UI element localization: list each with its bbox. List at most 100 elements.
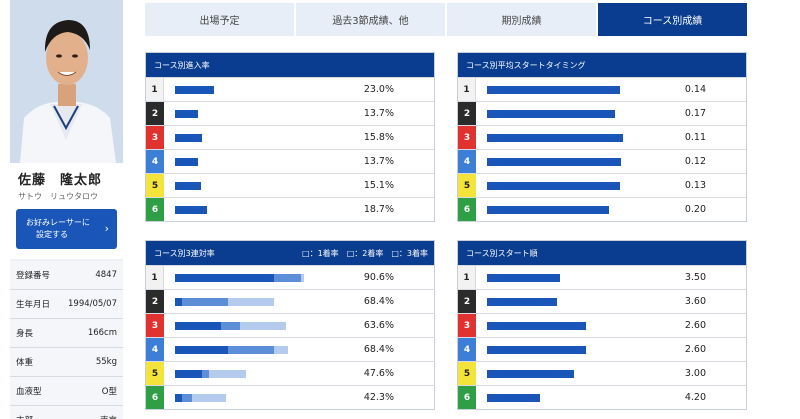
bar bbox=[175, 158, 198, 166]
info-row-blood-type: 血液型 O型 bbox=[10, 377, 123, 406]
info-row-reg-number: 登録番号 4847 bbox=[10, 261, 123, 290]
lane-number: 3 bbox=[458, 126, 476, 149]
row-value: 13.7% bbox=[363, 156, 394, 167]
lane-number: 6 bbox=[458, 386, 476, 409]
bar-track bbox=[487, 206, 657, 214]
bar bbox=[175, 86, 214, 94]
row-value: 3.00 bbox=[684, 368, 706, 379]
panel-header: コース別3連対率 □：1着率 □：2着率 □：3着率 bbox=[146, 241, 434, 265]
row-value: 18.7% bbox=[363, 204, 394, 215]
bar bbox=[487, 206, 609, 214]
bar-track bbox=[175, 370, 345, 378]
row-value: 4.20 bbox=[684, 392, 706, 403]
bar-track bbox=[487, 394, 657, 402]
bar bbox=[487, 182, 620, 190]
info-row-branch: 支部東京 bbox=[10, 406, 123, 419]
bar-third bbox=[301, 274, 304, 282]
row-value: 68.4% bbox=[363, 296, 394, 307]
bar-track bbox=[487, 298, 657, 306]
favorite-button-line2: 設定する bbox=[36, 230, 68, 239]
tab-term-results[interactable]: 期別成績 bbox=[447, 3, 596, 36]
bar-track bbox=[175, 322, 345, 330]
bar bbox=[175, 134, 202, 142]
table-row: 1 0.14 bbox=[458, 77, 746, 101]
bar-track bbox=[487, 182, 657, 190]
table-row: 5 3.00 bbox=[458, 361, 746, 385]
tab-course-results[interactable]: コース別成績 bbox=[598, 3, 747, 36]
bar-first bbox=[175, 346, 228, 354]
lane-number: 2 bbox=[146, 290, 164, 313]
row-value: 23.0% bbox=[363, 84, 394, 95]
bar-track bbox=[175, 206, 345, 214]
tab-schedule[interactable]: 出場予定 bbox=[145, 3, 294, 36]
favorite-racer-button[interactable]: お好みレーサーに 設定する › bbox=[16, 209, 117, 249]
table-row: 4 13.7% bbox=[146, 149, 434, 173]
bar bbox=[487, 86, 620, 94]
table-row: 3 2.60 bbox=[458, 313, 746, 337]
lane-number: 5 bbox=[146, 174, 164, 197]
lane-number: 3 bbox=[458, 314, 476, 337]
racer-profile: 佐藤 隆太郎 サトウ リュウタロウ お好みレーサーに 設定する › 登録番号 48… bbox=[10, 0, 123, 419]
row-value: 13.7% bbox=[363, 108, 394, 119]
table-row: 5 0.13 bbox=[458, 173, 746, 197]
table-row: 6 0.20 bbox=[458, 197, 746, 221]
panel-title: コース別平均スタートタイミング bbox=[458, 53, 746, 77]
bar bbox=[487, 346, 586, 354]
bar-first bbox=[175, 370, 202, 378]
row-value: 3.50 bbox=[684, 272, 706, 283]
bar bbox=[487, 134, 623, 142]
legend-first: □：1着率 bbox=[302, 248, 339, 258]
bar-first bbox=[175, 394, 182, 402]
lane-number: 5 bbox=[146, 362, 164, 385]
bar-third bbox=[192, 394, 226, 402]
bar bbox=[487, 298, 557, 306]
lane-number: 4 bbox=[146, 338, 164, 361]
table-row: 3 0.11 bbox=[458, 125, 746, 149]
table-row: 2 3.60 bbox=[458, 289, 746, 313]
table-row: 6 4.20 bbox=[458, 385, 746, 409]
row-value: 15.8% bbox=[363, 132, 394, 143]
row-value: 0.20 bbox=[684, 204, 706, 215]
bar-track bbox=[175, 274, 345, 282]
row-value: 15.1% bbox=[363, 180, 394, 191]
bar-track bbox=[487, 86, 657, 94]
favorite-button-line1: お好みレーサーに bbox=[26, 218, 90, 227]
bar-second bbox=[221, 322, 240, 330]
panel-title: コース別スタート順 bbox=[458, 241, 746, 265]
row-value: 90.6% bbox=[363, 272, 394, 283]
lane-number: 2 bbox=[146, 102, 164, 125]
panel-course-start-order: コース別スタート順 1 3.50 2 3.60 3 2.60 4 2.60 5 3.00 6 4.20 bbox=[457, 240, 747, 410]
bar-first bbox=[175, 274, 274, 282]
bar-second bbox=[182, 394, 192, 402]
bar bbox=[175, 110, 198, 118]
lane-number: 5 bbox=[458, 174, 476, 197]
table-row: 1 90.6% bbox=[146, 265, 434, 289]
bar-third bbox=[209, 370, 246, 378]
bar-track bbox=[175, 158, 345, 166]
legend-third: □：3着率 bbox=[391, 248, 428, 258]
results-tabs: 出場予定 過去3節成績、他 期別成績 コース別成績 bbox=[145, 3, 747, 36]
row-value: 0.17 bbox=[684, 108, 706, 119]
lane-number: 1 bbox=[458, 78, 476, 101]
row-value: 0.11 bbox=[684, 132, 706, 143]
lane-number: 3 bbox=[146, 126, 164, 149]
table-row: 3 63.6% bbox=[146, 313, 434, 337]
bar-first bbox=[175, 322, 221, 330]
bar-track bbox=[175, 110, 345, 118]
bar bbox=[487, 322, 586, 330]
bar-second bbox=[274, 274, 301, 282]
table-row: 1 3.50 bbox=[458, 265, 746, 289]
row-value: 0.13 bbox=[684, 180, 706, 191]
tab-recent-results[interactable]: 過去3節成績、他 bbox=[296, 3, 445, 36]
lane-number: 1 bbox=[146, 266, 164, 289]
bar-track bbox=[487, 370, 657, 378]
table-row: 4 2.60 bbox=[458, 337, 746, 361]
bar-track bbox=[175, 182, 345, 190]
bar bbox=[487, 370, 574, 378]
chevron-right-icon: › bbox=[104, 222, 109, 235]
table-row: 6 18.7% bbox=[146, 197, 434, 221]
bar bbox=[487, 274, 560, 282]
lane-number: 4 bbox=[458, 338, 476, 361]
row-value: 0.14 bbox=[684, 84, 706, 95]
bar bbox=[487, 394, 540, 402]
